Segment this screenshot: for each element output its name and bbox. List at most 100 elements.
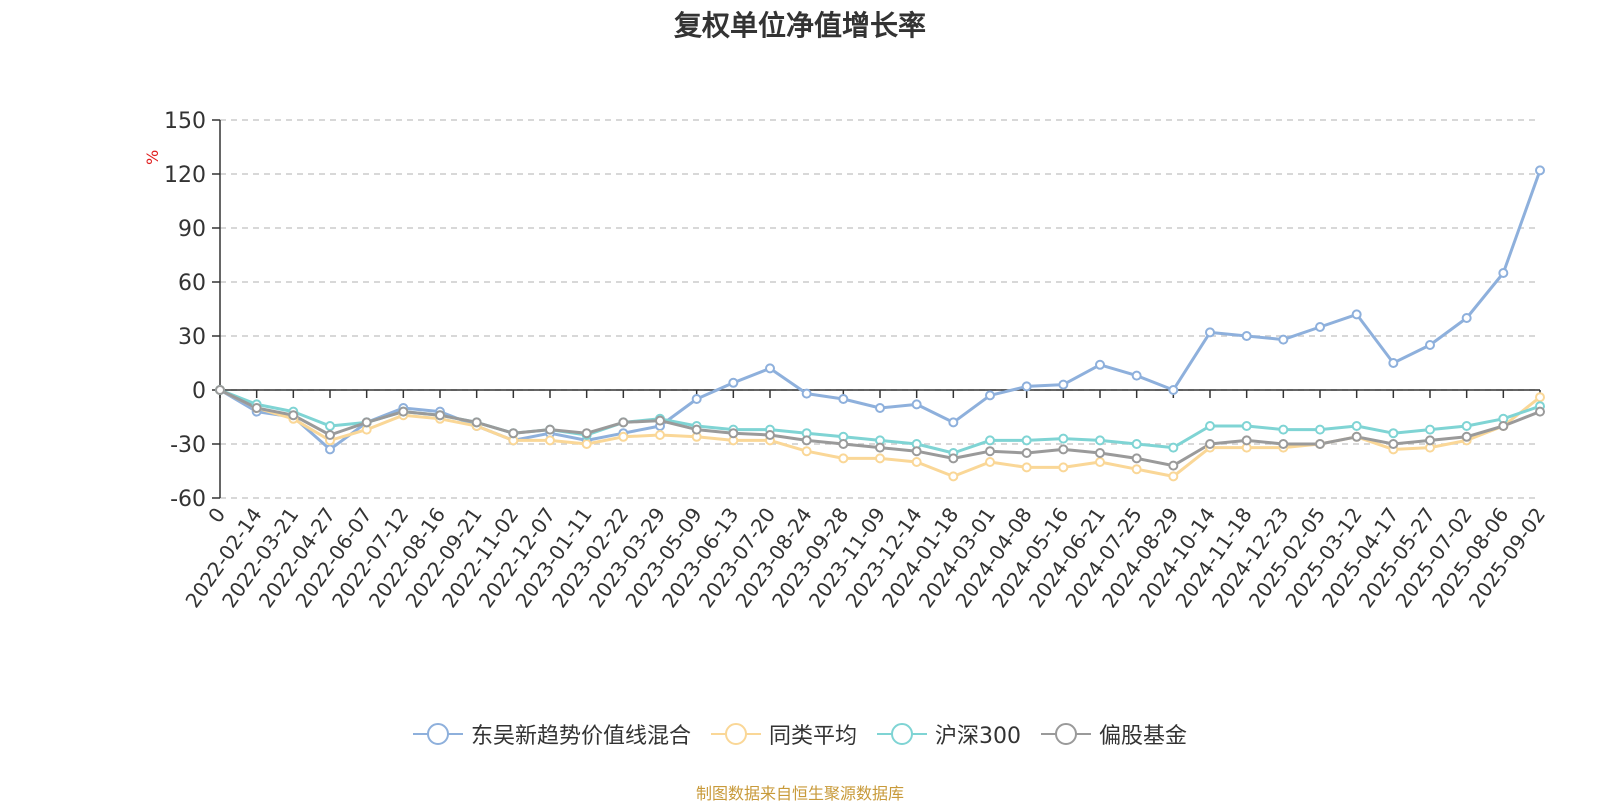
legend-label: 偏股基金 (1099, 724, 1188, 749)
y-axis-unit: % (143, 150, 162, 165)
data-point (325, 430, 335, 440)
axis-labels: -60-300306090120150%02022-02-142022-03-2… (143, 109, 1550, 612)
data-point (838, 394, 849, 404)
data-point (471, 417, 482, 428)
data-point (875, 442, 885, 453)
legend-label: 同类平均 (768, 724, 857, 749)
data-point (1535, 392, 1545, 403)
data-point (1315, 322, 1325, 332)
data-point (985, 457, 995, 467)
data-point (875, 403, 885, 413)
data-point (1205, 421, 1215, 431)
data-point (838, 439, 849, 449)
data-point (1168, 460, 1179, 471)
data-point (1461, 421, 1472, 431)
data-point (911, 399, 922, 410)
data-point (1131, 453, 1142, 464)
chart-title: 复权单位净值增长率 (673, 9, 926, 42)
y-tick-label: 150 (164, 109, 206, 134)
data-point (1241, 435, 1252, 446)
y-tick-label: 60 (178, 271, 206, 296)
data-point (1388, 439, 1399, 449)
legend-swatch (412, 722, 463, 746)
data-point (1388, 358, 1399, 368)
legend-label: 沪深300 (935, 724, 1021, 749)
data-point (1351, 421, 1362, 431)
data-point (545, 424, 555, 435)
data-point (1351, 431, 1362, 442)
data-point (1278, 439, 1289, 449)
data-point (691, 424, 702, 435)
series-markers (215, 165, 1545, 482)
data-point (1498, 421, 1509, 431)
data-point (618, 431, 629, 442)
data-point (508, 428, 519, 439)
data-point (288, 410, 299, 421)
data-point (1058, 433, 1069, 444)
data-point (1021, 381, 1032, 392)
data-point (1095, 448, 1105, 458)
data-point (1461, 313, 1472, 323)
data-point (1095, 435, 1105, 446)
data-point (911, 446, 922, 457)
data-point (618, 417, 629, 428)
y-tick-label: 0 (192, 379, 206, 404)
data-point (1535, 165, 1545, 176)
data-point (1058, 379, 1069, 390)
legend-item[interactable]: 偏股基金 (1041, 718, 1187, 750)
data-point (1168, 442, 1179, 453)
data-point (801, 446, 812, 457)
data-point (1168, 385, 1179, 395)
y-tick-label: -60 (170, 487, 206, 512)
data-point (1021, 448, 1032, 458)
y-tick-label: 30 (178, 325, 206, 350)
data-point (581, 439, 592, 449)
data-point (1425, 435, 1435, 446)
data-point (655, 415, 665, 426)
legend-swatch (877, 722, 927, 746)
data-point (765, 430, 775, 440)
data-point (838, 453, 849, 464)
data-point (545, 435, 555, 446)
data-point (1131, 439, 1142, 449)
legend-label: 东吴新趋势价值线混合 (470, 724, 691, 749)
data-point (1278, 424, 1289, 435)
data-point (1351, 309, 1362, 320)
legend-item[interactable]: 同类平均 (710, 718, 857, 750)
data-point (728, 377, 739, 388)
legend-swatch (1041, 722, 1091, 746)
data-point (985, 446, 995, 457)
data-point (1205, 327, 1215, 338)
data-point (948, 471, 959, 482)
legend-item[interactable]: 沪深300 (877, 718, 1021, 750)
data-point (581, 428, 592, 439)
y-tick-label: 120 (164, 163, 206, 188)
x-tick-label: 0 (203, 503, 230, 527)
series-line-1 (219, 388, 1541, 478)
data-point (1168, 471, 1179, 482)
data-point (1241, 331, 1252, 341)
series-lines (219, 169, 1542, 478)
data-point (1131, 370, 1142, 381)
data-point (325, 421, 335, 431)
data-point (985, 435, 995, 446)
data-point (948, 453, 959, 464)
data-point (1425, 340, 1435, 350)
data-point (655, 430, 665, 440)
data-point (985, 390, 995, 401)
data-point (325, 444, 335, 455)
data-point (801, 388, 812, 399)
y-tick-label: -30 (170, 433, 206, 458)
data-point (1425, 424, 1435, 435)
data-point (1058, 462, 1069, 473)
data-point (1021, 462, 1032, 473)
data-point (1058, 444, 1069, 455)
data-point (1021, 435, 1032, 446)
legend-item[interactable]: 东吴新趋势价值线混合 (412, 718, 691, 750)
data-point (1095, 457, 1105, 467)
data-point (728, 428, 739, 439)
data-point (398, 406, 409, 417)
data-point (1535, 406, 1545, 417)
data-point (1315, 439, 1325, 449)
data-point (691, 394, 702, 404)
